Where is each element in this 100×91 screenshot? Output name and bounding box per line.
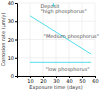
grid-line bbox=[17, 57, 95, 58]
y-axis-title: Corrosion rate (μm/y) bbox=[0, 13, 7, 67]
series-group bbox=[30, 16, 91, 63]
x-axis-tick: 10 bbox=[27, 76, 33, 84]
plot: 10 20 30 40 50 60 0 10 20 30 40 Deposit"high phosph… bbox=[8, 0, 99, 83]
annotations: Deposit"high phosphorus""Medium phosphor… bbox=[40, 3, 99, 73]
x-axis-tick: 50 bbox=[79, 76, 85, 84]
grid-line bbox=[17, 39, 95, 40]
tick-label: 60 bbox=[92, 78, 98, 84]
x-axis: 10 20 30 40 50 60 bbox=[18, 76, 99, 84]
y-axis-tick: 0 bbox=[11, 73, 17, 79]
tick-label: 10 bbox=[8, 55, 14, 61]
tick-label: 50 bbox=[79, 78, 85, 84]
x-axis-tick: 60 bbox=[92, 76, 98, 84]
tick-label: 40 bbox=[8, 0, 14, 6]
x-axis-tick: 20 bbox=[40, 76, 46, 84]
x-axis-tick: 30 bbox=[53, 76, 59, 84]
tick-label: 20 bbox=[40, 78, 46, 84]
grid-line bbox=[17, 21, 95, 22]
annotation: "Medium phosphorus" bbox=[44, 33, 99, 40]
y-axis-tick: 10 bbox=[8, 55, 17, 61]
tick-label: 30 bbox=[8, 18, 14, 24]
tick-label: 20 bbox=[8, 37, 14, 43]
tick-label: 40 bbox=[66, 78, 72, 84]
tick-mark bbox=[15, 3, 17, 4]
y-axis-tick: 20 bbox=[8, 37, 17, 43]
tick-mark bbox=[15, 76, 17, 77]
tick-mark bbox=[15, 21, 17, 22]
tick-mark bbox=[15, 40, 17, 41]
x-axis-tick: 40 bbox=[66, 76, 72, 84]
grid bbox=[17, 3, 95, 76]
x-axis-title: Exposure time (days) bbox=[29, 84, 82, 91]
y-axis-tick: 30 bbox=[8, 18, 17, 24]
y-axis: 0 10 20 30 40 bbox=[8, 0, 18, 79]
tick-label: 0 bbox=[11, 73, 14, 79]
y-axis-tick: 40 bbox=[8, 0, 17, 6]
y-axis-line bbox=[15, 4, 18, 77]
line bbox=[30, 62, 91, 63]
chart: 10 20 30 40 50 60 0 10 20 30 40 Deposit"high phosph… bbox=[0, 0, 100, 91]
annotation: "low phosphorus" bbox=[46, 66, 90, 73]
tick-label: 10 bbox=[27, 78, 33, 84]
tick-label: 30 bbox=[53, 78, 59, 84]
annotation: "high phosphorus" bbox=[40, 8, 86, 15]
tick-mark bbox=[15, 58, 17, 59]
